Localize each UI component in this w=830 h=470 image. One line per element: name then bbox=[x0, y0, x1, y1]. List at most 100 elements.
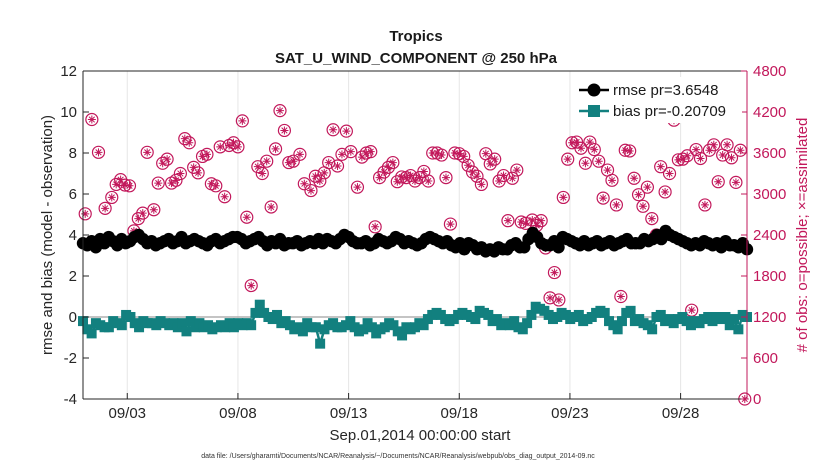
obs-possible-marker bbox=[724, 151, 739, 165]
obs-assimilated-marker bbox=[455, 149, 464, 158]
obs-point bbox=[304, 183, 318, 198]
series-rmse bbox=[76, 224, 754, 258]
bias-point bbox=[181, 326, 192, 337]
obs-point bbox=[609, 198, 624, 212]
obs-possible-marker bbox=[578, 156, 593, 170]
obs-possible-marker bbox=[118, 178, 132, 192]
obs-assimilated-marker bbox=[683, 151, 692, 160]
y2-tick-label: 4800 bbox=[753, 63, 786, 80]
obs-assimilated-marker bbox=[233, 142, 242, 151]
obs-assimilated-marker bbox=[154, 179, 163, 188]
obs-possible-marker bbox=[534, 214, 548, 228]
obs-possible-marker bbox=[689, 142, 703, 157]
obs-possible-marker bbox=[218, 190, 232, 204]
obs-assimilated-marker bbox=[81, 209, 90, 218]
obs-possible-marker bbox=[465, 165, 480, 179]
obs-assimilated-marker bbox=[107, 193, 116, 202]
obs-point bbox=[105, 190, 119, 205]
obs-point bbox=[386, 155, 400, 170]
obs-point bbox=[173, 166, 187, 181]
y-tick-label: 0 bbox=[69, 309, 77, 326]
obs-assimilated-marker bbox=[262, 157, 271, 166]
obs-point bbox=[488, 152, 502, 166]
obs-point bbox=[213, 140, 227, 154]
obs-assimilated-marker bbox=[333, 161, 342, 170]
obs-point bbox=[151, 176, 165, 190]
obs-possible-marker bbox=[264, 200, 278, 214]
obs-assimilated-marker bbox=[388, 158, 397, 167]
bias-point bbox=[315, 338, 326, 349]
obs-point bbox=[118, 178, 132, 192]
obs-possible-marker bbox=[488, 152, 502, 166]
obs-point bbox=[658, 185, 672, 199]
obs-possible-marker bbox=[293, 147, 307, 161]
legend-bias-marker bbox=[588, 105, 600, 117]
obs-possible-marker bbox=[421, 174, 435, 188]
obs-point bbox=[277, 123, 292, 138]
obs-possible-marker bbox=[698, 198, 712, 212]
obs-point bbox=[552, 293, 566, 307]
obs-possible-marker bbox=[552, 293, 566, 307]
obs-point bbox=[698, 198, 712, 212]
bias-point bbox=[470, 314, 481, 325]
series-bias bbox=[78, 299, 752, 349]
y2-tick-label: 4200 bbox=[753, 104, 786, 121]
obs-possible-marker bbox=[443, 217, 458, 231]
obs-possible-marker bbox=[313, 174, 327, 188]
obs-assimilated-marker bbox=[495, 177, 504, 186]
obs-possible-marker bbox=[729, 175, 743, 189]
obs-assimilated-marker bbox=[696, 154, 705, 163]
obs-possible-marker bbox=[408, 174, 422, 188]
obs-possible-marker bbox=[151, 176, 165, 190]
obs-possible-marker bbox=[386, 155, 400, 170]
bias-point bbox=[103, 322, 114, 333]
bias-point bbox=[647, 324, 658, 335]
obs-assimilated-marker bbox=[521, 219, 530, 228]
obs-assimilated-marker bbox=[138, 209, 147, 218]
obs-possible-marker bbox=[631, 188, 646, 202]
obs-point bbox=[140, 145, 154, 159]
obs-possible-marker bbox=[390, 175, 404, 189]
obs-assimilated-marker bbox=[320, 168, 329, 177]
obs-point bbox=[671, 153, 685, 167]
bias-point bbox=[491, 314, 502, 325]
y-axis-right-ticks: 0 600 1200 1800 2400 3000 3600 4200 4800 bbox=[741, 63, 786, 408]
bias-point bbox=[388, 320, 399, 331]
obs-assimilated-marker bbox=[718, 151, 727, 160]
obs-assimilated-marker bbox=[472, 172, 481, 181]
obs-assimilated-marker bbox=[723, 140, 732, 149]
obs-point bbox=[240, 210, 254, 224]
bias-point bbox=[250, 307, 261, 318]
obs-possible-marker bbox=[501, 214, 515, 228]
obs-assimilated-marker bbox=[459, 152, 468, 161]
obs-assimilated-marker bbox=[537, 216, 546, 225]
obs-point bbox=[443, 217, 458, 231]
obs-possible-marker bbox=[676, 152, 690, 166]
obs-possible-marker bbox=[109, 177, 123, 192]
obs-possible-marker bbox=[614, 289, 628, 304]
obs-point bbox=[457, 149, 471, 164]
obs-assimilated-marker bbox=[661, 187, 670, 196]
legend-bias-label: bias pr=-0.20709 bbox=[613, 103, 726, 120]
legend-rmse-marker bbox=[587, 83, 601, 97]
obs-assimilated-marker bbox=[512, 166, 521, 175]
obs-assimilated-marker bbox=[220, 192, 229, 201]
obs-assimilated-marker bbox=[464, 161, 473, 170]
obs-assimilated-marker bbox=[207, 179, 216, 188]
obs-point bbox=[547, 265, 562, 280]
obs-assimilated-marker bbox=[607, 176, 616, 185]
obs-assimilated-marker bbox=[546, 293, 555, 302]
obs-assimilated-marker bbox=[194, 168, 203, 177]
bias-point bbox=[134, 322, 145, 333]
obs-assimilated-marker bbox=[306, 186, 315, 195]
obs-possible-marker bbox=[510, 163, 524, 177]
obs-possible-marker bbox=[654, 160, 668, 174]
obs-point bbox=[330, 159, 345, 173]
obs-possible-marker bbox=[720, 138, 734, 152]
bias-point bbox=[522, 318, 533, 329]
obs-possible-marker bbox=[645, 212, 659, 226]
rmse-point bbox=[552, 241, 565, 254]
obs-possible-marker bbox=[587, 142, 601, 157]
y-axis-label-right: # of obs: o=possible; ×=assimilated bbox=[794, 118, 811, 353]
obs-assimilated-marker bbox=[441, 173, 450, 182]
